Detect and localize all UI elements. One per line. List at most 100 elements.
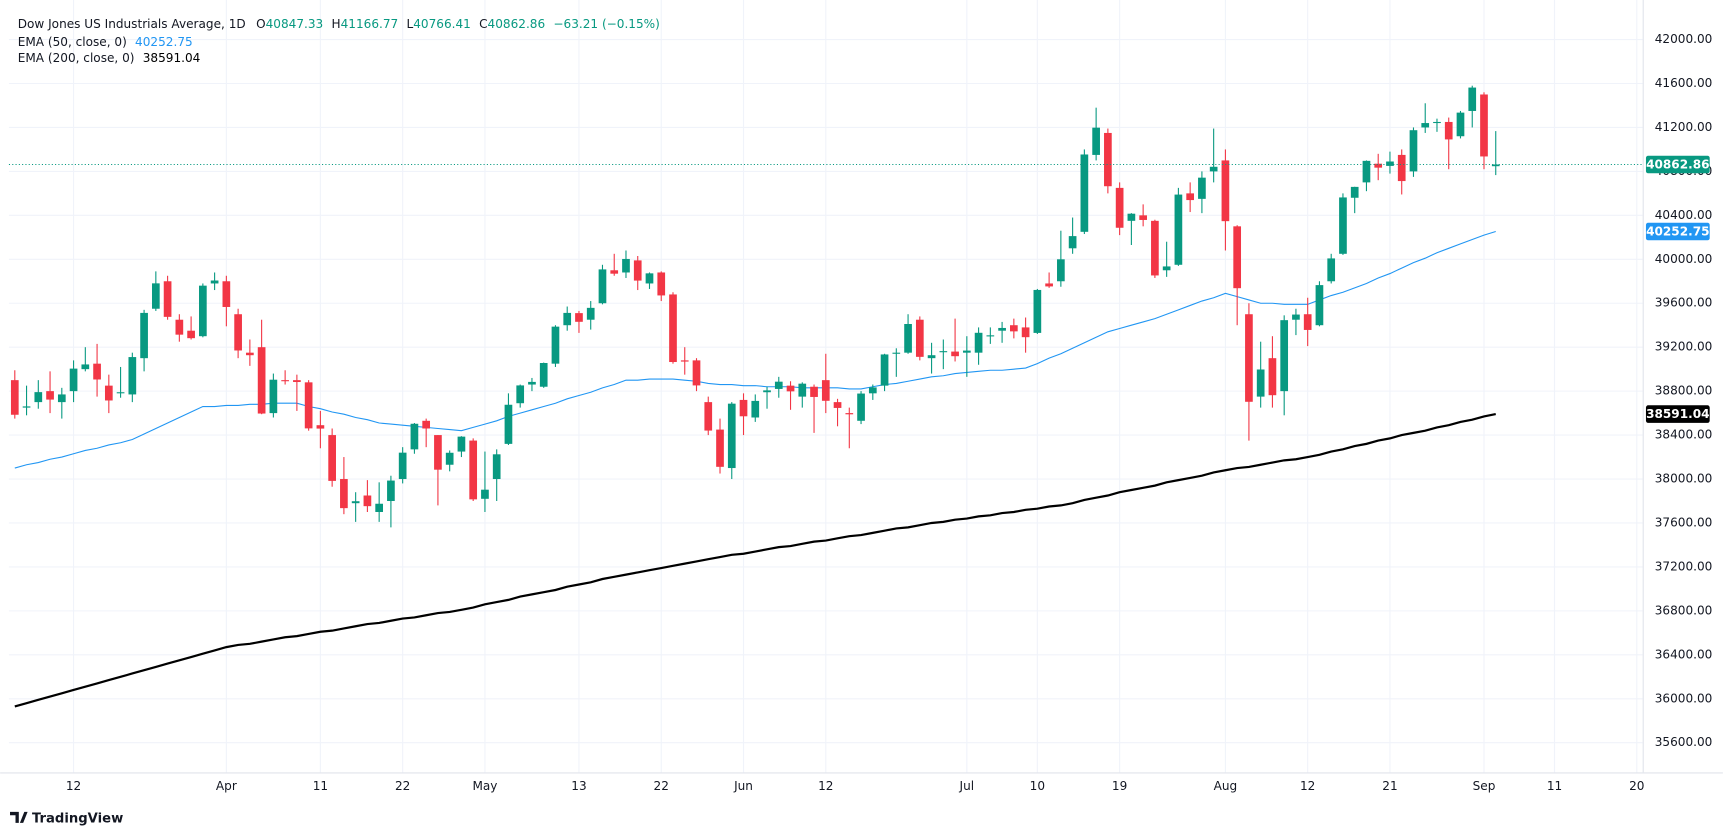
candle-body	[1021, 327, 1030, 338]
candle-body	[1292, 314, 1300, 320]
candle-body	[1280, 320, 1289, 392]
candle-body	[786, 385, 795, 392]
candle-body	[716, 429, 724, 467]
x-tick-label: May	[472, 779, 497, 793]
candle-body	[46, 391, 54, 400]
candle-body	[410, 423, 419, 450]
candle-body	[880, 354, 889, 386]
axes: 35600.00 36000.00 36400.00 36800.00 37200.00…	[66, 32, 1713, 793]
candle-body	[692, 360, 701, 386]
y-tick-label: 41200.00	[1655, 120, 1713, 134]
candle-body	[57, 394, 66, 403]
candle-body	[1480, 94, 1488, 157]
candle-body	[586, 307, 595, 320]
candle-body	[93, 363, 101, 380]
ohlc-label: O	[256, 17, 266, 31]
candle-body	[10, 380, 19, 415]
candle-body	[962, 350, 971, 353]
candle-body	[575, 313, 583, 322]
candle-body	[1444, 121, 1453, 140]
y-tick-label: 36800.00	[1655, 603, 1713, 617]
candle-body	[857, 393, 865, 421]
candle-body	[539, 363, 548, 387]
price-tag-label: 38591.04	[1646, 407, 1709, 421]
ema-line	[14, 413, 1496, 708]
candle-body	[1092, 127, 1100, 155]
candle-body	[1174, 194, 1183, 265]
x-tick-label: 12	[1300, 779, 1315, 793]
candle-body	[633, 260, 642, 281]
candle-body	[622, 258, 630, 273]
ohlc-label: L	[406, 17, 413, 31]
candle-body	[1468, 87, 1477, 111]
candle-body	[1397, 154, 1406, 182]
y-tick-label: 38400.00	[1655, 428, 1713, 442]
y-tick-label: 36000.00	[1655, 691, 1713, 705]
candle-body	[845, 413, 854, 415]
y-tick-label: 39600.00	[1655, 296, 1713, 310]
candle-body	[328, 435, 336, 481]
candle-body	[340, 479, 348, 509]
brand-logo: TradingView	[10, 812, 123, 827]
candle-body	[34, 392, 43, 403]
candle-body	[187, 330, 195, 339]
candle-body	[175, 319, 184, 335]
candle-body	[199, 285, 207, 337]
ohlc-value: 40847.33	[266, 17, 324, 31]
candle-body	[1057, 259, 1065, 282]
candle-body	[986, 335, 995, 337]
candle-body	[445, 452, 454, 465]
candle-body	[234, 314, 242, 351]
candle-body	[645, 273, 654, 284]
y-tick-label: 41600.00	[1655, 76, 1713, 90]
candle-body	[281, 380, 289, 382]
x-tick-label: 22	[654, 779, 669, 793]
candle-body	[492, 454, 501, 480]
candle-body	[1221, 160, 1230, 222]
x-tick-label: 12	[66, 779, 81, 793]
y-tick-label: 36400.00	[1655, 647, 1713, 661]
candle-body	[810, 386, 818, 397]
candle-body	[774, 381, 783, 389]
candle-body	[1068, 236, 1077, 249]
candle-body	[1115, 187, 1124, 228]
candle-body	[363, 495, 372, 507]
x-tick-label: Sep	[1473, 779, 1496, 793]
candle-body	[351, 501, 360, 504]
legend-name: EMA (50, close, 0)	[18, 34, 127, 48]
candle-body	[257, 347, 266, 414]
y-tick-label: 37200.00	[1655, 559, 1713, 573]
x-tick-label: 19	[1112, 779, 1127, 793]
candle-body	[927, 355, 936, 359]
candle-body	[1386, 161, 1394, 166]
candle-body	[116, 392, 125, 394]
candle-body	[104, 385, 113, 401]
y-tick-label: 39200.00	[1655, 340, 1713, 354]
candle-body	[751, 400, 760, 418]
candle-body	[516, 385, 525, 404]
candle-body	[210, 280, 219, 284]
candle-body	[163, 281, 172, 317]
candle-body	[915, 319, 924, 357]
candle-body	[1245, 314, 1253, 402]
candle-body	[140, 312, 148, 359]
candle-body	[1491, 164, 1500, 167]
candle-body	[868, 387, 877, 394]
candle-body	[457, 436, 466, 452]
candle-body	[293, 380, 301, 383]
x-tick-label: 11	[1547, 779, 1562, 793]
legend-entry: EMA (50, close, 0) 40252.75	[18, 34, 193, 48]
x-tick-label: Aug	[1214, 779, 1238, 793]
legend-entry: EMA (200, close, 0) 38591.04	[18, 51, 201, 65]
ohlc-value: 41166.77	[341, 17, 399, 31]
chart-title: Dow Jones US Industrials Average, 1D	[18, 17, 246, 31]
x-tick-label: Apr	[216, 779, 237, 793]
candle-body	[727, 403, 736, 469]
y-tick-label: 35600.00	[1655, 735, 1713, 749]
ohlc-value: 40862.86	[488, 17, 546, 31]
candle-body	[128, 357, 137, 395]
candle-body	[904, 324, 912, 353]
candle-body	[269, 379, 278, 414]
legend: Dow Jones US Industrials Average, 1D O40…	[18, 17, 660, 65]
